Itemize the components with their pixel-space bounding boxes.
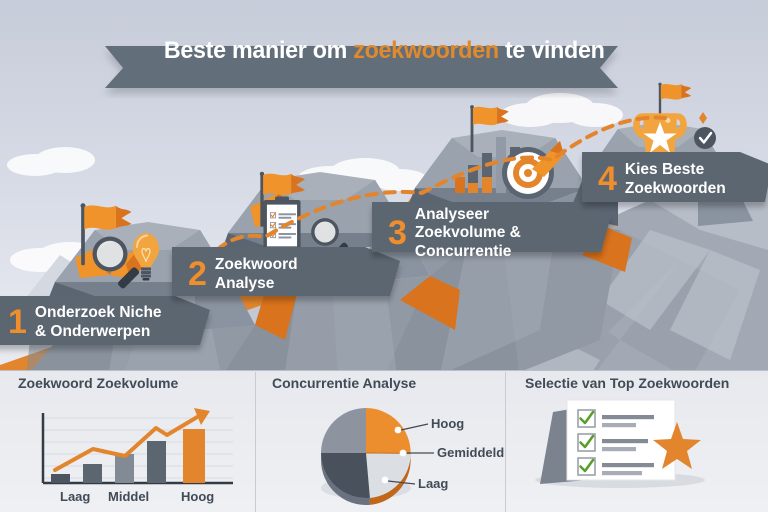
svg-text:Laag: Laag — [60, 489, 90, 504]
svg-text:Laag: Laag — [418, 476, 448, 491]
svg-text:Gemiddeld: Gemiddeld — [437, 445, 504, 460]
svg-text:Hoog: Hoog — [181, 489, 214, 504]
svg-text:Hoog: Hoog — [431, 416, 464, 431]
svg-text:Middel: Middel — [108, 489, 149, 504]
